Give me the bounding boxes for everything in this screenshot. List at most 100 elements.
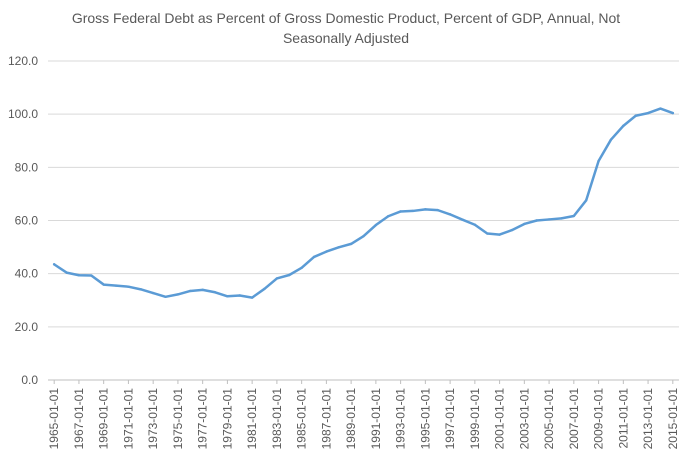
data-point xyxy=(461,218,464,221)
x-tick-label: 1999-01-01 xyxy=(468,388,482,450)
x-tick: 1997-01-01 xyxy=(443,388,457,450)
x-tick-label: 2009-01-01 xyxy=(592,388,606,450)
x-tick-label: 1965-01-01 xyxy=(47,388,61,450)
y-axis: 0.0 20.0 40.0 60.0 80.0 100.0 120.0 xyxy=(8,54,38,387)
x-tick: 2001-01-01 xyxy=(493,388,507,450)
x-tick-label: 2013-01-01 xyxy=(641,388,655,450)
data-point xyxy=(114,284,118,287)
x-tick-label: 1983-01-01 xyxy=(270,388,284,450)
data-point xyxy=(238,294,241,297)
data-point xyxy=(547,218,551,221)
data-point xyxy=(387,215,390,218)
x-tick: 2005-01-01 xyxy=(542,388,556,450)
data-point xyxy=(424,208,427,211)
data-point xyxy=(139,288,142,291)
data-point xyxy=(498,233,501,236)
data-point xyxy=(535,219,538,222)
x-tick: 1995-01-01 xyxy=(418,388,432,450)
x-tick: 2015-01-01 xyxy=(666,388,680,450)
data-point xyxy=(226,295,229,298)
x-tick: 2003-01-01 xyxy=(517,388,531,450)
x-tick: 2007-01-01 xyxy=(567,388,581,450)
y-tick: 40.0 xyxy=(15,267,39,281)
data-point xyxy=(300,266,303,270)
data-point xyxy=(448,213,452,216)
y-tick-label: 120.0 xyxy=(8,54,38,68)
x-tick: 1977-01-01 xyxy=(196,388,210,450)
data-point xyxy=(622,124,625,128)
data-point xyxy=(250,296,254,299)
x-tick: 1989-01-01 xyxy=(344,388,358,450)
x-tick-label: 1969-01-01 xyxy=(97,388,111,450)
x-tick-label: 1985-01-01 xyxy=(295,388,309,450)
data-point xyxy=(65,271,68,274)
data-point xyxy=(201,288,204,292)
x-tick: 2011-01-01 xyxy=(616,388,630,449)
data-point xyxy=(263,287,266,291)
x-tick-label: 1989-01-01 xyxy=(344,388,358,450)
data-point xyxy=(609,138,613,141)
x-tick-label: 1977-01-01 xyxy=(196,388,210,450)
data-point xyxy=(560,217,563,220)
x-tick: 1985-01-01 xyxy=(295,388,309,450)
gridlines xyxy=(48,60,679,381)
x-tick-label: 2015-01-01 xyxy=(666,388,680,450)
x-tick: 1971-01-01 xyxy=(121,388,135,450)
data-point xyxy=(374,223,378,227)
data-point xyxy=(634,114,637,117)
x-axis: 1965-01-01 1967-01-01 1969-01-01 1971-01-01… xyxy=(47,380,680,449)
data-point xyxy=(523,222,526,226)
x-tick: 1991-01-01 xyxy=(369,388,383,450)
data-point xyxy=(362,234,365,238)
x-tick-label: 1979-01-01 xyxy=(220,388,234,450)
x-tick: 2013-01-01 xyxy=(641,388,655,450)
data-point xyxy=(127,285,130,288)
y-tick: 100.0 xyxy=(8,107,38,121)
x-tick: 1993-01-01 xyxy=(394,388,408,450)
y-tick-label: 80.0 xyxy=(15,160,39,174)
x-tick-label: 2001-01-01 xyxy=(493,388,507,450)
y-tick-label: 0.0 xyxy=(21,373,38,387)
x-tick-label: 2003-01-01 xyxy=(517,388,531,450)
x-tick: 1969-01-01 xyxy=(97,388,111,450)
y-tick: 20.0 xyxy=(15,320,39,334)
data-point xyxy=(337,246,340,249)
x-tick-label: 1971-01-01 xyxy=(121,388,135,450)
x-tick: 1983-01-01 xyxy=(270,388,284,450)
x-tick: 1999-01-01 xyxy=(468,388,482,450)
data-point xyxy=(349,242,353,246)
x-tick-label: 2007-01-01 xyxy=(567,388,581,450)
x-tick-label: 1997-01-01 xyxy=(443,388,457,450)
data-point xyxy=(510,228,514,232)
data-point xyxy=(411,209,415,213)
y-tick-label: 40.0 xyxy=(15,267,39,281)
data-point xyxy=(436,208,439,212)
chart-title-line-1: Gross Federal Debt as Percent of Gross D… xyxy=(72,10,620,26)
series-line xyxy=(52,107,675,299)
data-point xyxy=(646,111,650,115)
y-tick: 80.0 xyxy=(15,160,39,174)
data-point xyxy=(486,232,489,235)
chart-title-line-2: Seasonally Adjusted xyxy=(283,30,409,46)
data-point xyxy=(585,199,588,202)
x-tick: 1967-01-01 xyxy=(72,388,86,450)
y-tick-label: 60.0 xyxy=(15,214,39,228)
y-tick-label: 100.0 xyxy=(8,107,38,121)
data-point xyxy=(275,277,279,280)
x-tick: 1987-01-01 xyxy=(319,388,333,450)
x-tick: 1979-01-01 xyxy=(220,388,234,450)
data-point xyxy=(151,291,155,295)
data-point xyxy=(288,273,291,277)
x-tick-label: 1991-01-01 xyxy=(369,388,383,450)
data-point xyxy=(325,250,328,253)
x-tick: 1975-01-01 xyxy=(171,388,185,450)
data-point xyxy=(572,214,576,218)
x-tick-label: 1973-01-01 xyxy=(146,388,160,450)
data-point xyxy=(189,289,192,293)
x-tick: 1973-01-01 xyxy=(146,388,160,450)
y-tick: 0.0 xyxy=(21,373,38,387)
data-point xyxy=(312,255,316,259)
y-tick: 60.0 xyxy=(15,214,39,228)
